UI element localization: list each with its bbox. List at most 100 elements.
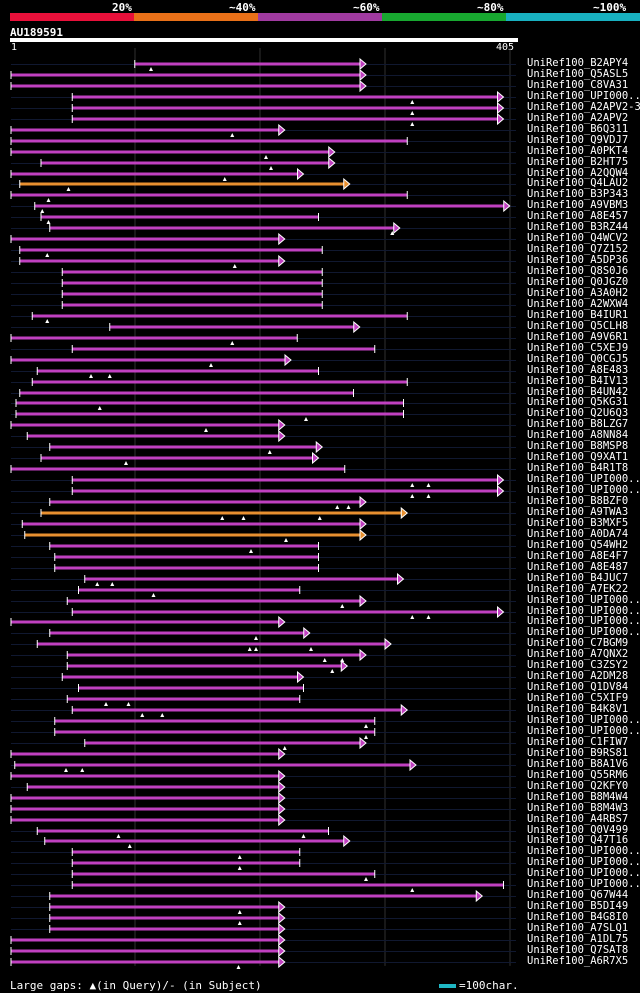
hit-label-link[interactable]: UniRef100_Q2KFY0 bbox=[527, 780, 629, 792]
hit-bar bbox=[49, 916, 280, 920]
hit-label-link[interactable]: UniRef100_B5DI49 bbox=[527, 900, 629, 912]
hit-label-link[interactable]: UniRef100_Q67W44 bbox=[527, 889, 629, 901]
hit-label-link[interactable]: UniRef100_B3RZ44 bbox=[527, 221, 629, 233]
hit-label-link[interactable]: UniRef100_B8LZG7 bbox=[527, 418, 629, 430]
hit-end-arrow bbox=[278, 944, 286, 958]
hit-label-link[interactable]: UniRef100_C5XEJ9 bbox=[527, 342, 629, 354]
hit-label-link[interactable]: UniRef100_UPI000.. bbox=[527, 856, 640, 868]
hit-label-link[interactable]: UniRef100_A2APV2-3 bbox=[527, 101, 640, 113]
hit-end-arrow bbox=[278, 955, 286, 969]
hit-label-link[interactable]: UniRef100_Q55RM6 bbox=[527, 769, 629, 781]
hit-label-link[interactable]: UniRef100_UPI000.. bbox=[527, 594, 640, 606]
hit-label-link[interactable]: UniRef100_B3MXF5 bbox=[527, 517, 629, 529]
gap-marker bbox=[322, 658, 327, 662]
hit-label-link[interactable]: UniRef100_A4RBS7 bbox=[527, 813, 629, 825]
hit-label-link[interactable]: UniRef100_UPI000.. bbox=[527, 878, 640, 890]
hit-label-link[interactable]: UniRef100_B8MSP8 bbox=[527, 440, 629, 452]
hit-end-arrow bbox=[343, 177, 351, 191]
hit-bar bbox=[32, 380, 408, 384]
hit-label-link[interactable]: UniRef100_UPI000.. bbox=[527, 725, 640, 737]
hit-label-link[interactable]: UniRef100_B4K8V1 bbox=[527, 703, 629, 715]
hit-label-link[interactable]: UniRef100_A7EK22 bbox=[527, 583, 629, 595]
hit-label-link[interactable]: UniRef100_A8E487 bbox=[527, 561, 629, 573]
hit-label-link[interactable]: UniRef100_Q4WCV2 bbox=[527, 232, 629, 244]
hit-label-link[interactable]: UniRef100_C1FIW7 bbox=[527, 736, 629, 748]
hit-label-link[interactable]: UniRef100_A2DM28 bbox=[527, 670, 629, 682]
hit-label-link[interactable]: UniRef100_C7BGM9 bbox=[527, 637, 629, 649]
hit-bar bbox=[72, 883, 504, 887]
hit-label-link[interactable]: UniRef100_B4G8I0 bbox=[527, 911, 629, 923]
hit-label-link[interactable]: UniRef100_A9V6R1 bbox=[527, 331, 629, 343]
hit-label-link[interactable]: UniRef100_B4JUC7 bbox=[527, 572, 629, 584]
hit-label-link[interactable]: UniRef100_Q2U6Q3 bbox=[527, 407, 629, 419]
hit-label-link[interactable]: UniRef100_B8M4W3 bbox=[527, 802, 629, 814]
hit-label-link[interactable]: UniRef100_A3A0H2 bbox=[527, 287, 629, 299]
hit-bar bbox=[109, 325, 355, 329]
hit-bar bbox=[49, 927, 280, 931]
hit-label-link[interactable]: UniRef100_B6Q311 bbox=[527, 123, 629, 135]
hit-label-link[interactable]: UniRef100_A0DA74 bbox=[527, 528, 629, 540]
hit-label-link[interactable]: UniRef100_Q0JGZ0 bbox=[527, 276, 629, 288]
hit-label-link[interactable]: UniRef100_Q5KG31 bbox=[527, 396, 629, 408]
hit-label-link[interactable]: UniRef100_Q9VDJ7 bbox=[527, 134, 629, 146]
hit-label-link[interactable]: UniRef100_C3ZSY2 bbox=[527, 659, 629, 671]
hit-label-link[interactable]: UniRef100_UPI000.. bbox=[527, 484, 640, 496]
hit-label-link[interactable]: UniRef100_B2HT75 bbox=[527, 156, 629, 168]
hit-bar bbox=[11, 150, 330, 154]
hit-label-link[interactable]: UniRef100_UPI000.. bbox=[527, 714, 640, 726]
hit-label-link[interactable]: UniRef100_UPI000.. bbox=[527, 90, 640, 102]
gap-marker bbox=[66, 187, 71, 191]
hit-label-link[interactable]: UniRef100_A2WXW4 bbox=[527, 298, 629, 310]
hit-end-arrow bbox=[315, 440, 324, 454]
hit-label-link[interactable]: UniRef100_Q5ASL5 bbox=[527, 68, 629, 80]
hit-label-link[interactable]: UniRef100_Q0V499 bbox=[527, 824, 629, 836]
hit-bar bbox=[11, 774, 280, 778]
hit-label-link[interactable]: UniRef100_B4IV13 bbox=[527, 375, 629, 387]
hit-label-link[interactable]: UniRef100_UPI000.. bbox=[527, 473, 640, 485]
hit-label-link[interactable]: UniRef100_Q0CGJ5 bbox=[527, 353, 629, 365]
hit-label-link[interactable]: UniRef100_UPI000.. bbox=[527, 615, 640, 627]
hit-label-link[interactable]: UniRef100_B4IUR1 bbox=[527, 309, 629, 321]
hit-label-link[interactable]: UniRef100_B8BZF0 bbox=[527, 495, 629, 507]
hit-label-link[interactable]: UniRef100_Q54WH2 bbox=[527, 539, 629, 551]
hit-label-link[interactable]: UniRef100_A8E4F7 bbox=[527, 550, 629, 562]
hit-label-link[interactable]: UniRef100_B2APY4 bbox=[527, 57, 629, 69]
hit-label-link[interactable]: UniRef100_C8VA31 bbox=[527, 79, 629, 91]
hit-label-link[interactable]: UniRef100_Q1DV84 bbox=[527, 681, 629, 693]
hit-bar bbox=[72, 872, 375, 876]
hit-label-link[interactable]: UniRef100_B4UN42 bbox=[527, 386, 629, 398]
hit-label-link[interactable]: UniRef100_UPI000.. bbox=[527, 845, 640, 857]
hit-label-link[interactable]: UniRef100_A7QNX2 bbox=[527, 648, 629, 660]
hit-label-link[interactable]: UniRef100_B8M4W4 bbox=[527, 791, 629, 803]
hit-label-link[interactable]: UniRef100_A8NN84 bbox=[527, 429, 629, 441]
hit-label-link[interactable]: UniRef100_A2APV2 bbox=[527, 112, 629, 124]
hit-label-link[interactable]: UniRef100_B3P343 bbox=[527, 188, 629, 200]
hit-label-link[interactable]: UniRef100_A8E483 bbox=[527, 364, 629, 376]
hit-label-link[interactable]: UniRef100_Q7Z152 bbox=[527, 243, 629, 255]
hit-label-link[interactable]: UniRef100_Q47T16 bbox=[527, 834, 629, 846]
hit-label-link[interactable]: UniRef100_UPI000.. bbox=[527, 626, 640, 638]
hit-label-link[interactable]: UniRef100_UPI000.. bbox=[527, 867, 640, 879]
hit-label-link[interactable]: UniRef100_A5DP36 bbox=[527, 254, 629, 266]
hit-label-link[interactable]: UniRef100_A1DL75 bbox=[527, 933, 629, 945]
gap-marker bbox=[45, 319, 50, 323]
hit-label-link[interactable]: UniRef100_Q8S0J6 bbox=[527, 265, 629, 277]
hit-label-link[interactable]: UniRef100_A8E457 bbox=[527, 210, 629, 222]
hit-label-link[interactable]: UniRef100_A0PKT4 bbox=[527, 145, 629, 157]
hit-label-link[interactable]: UniRef100_UPI000.. bbox=[527, 605, 640, 617]
hit-label-link[interactable]: UniRef100_C5XIF9 bbox=[527, 692, 629, 704]
hit-label-link[interactable]: UniRef100_B8A1V6 bbox=[527, 758, 629, 770]
hit-label-link[interactable]: UniRef100_Q7SAT8 bbox=[527, 944, 629, 956]
hit-label-link[interactable]: UniRef100_B9RS81 bbox=[527, 747, 629, 759]
gap-marker bbox=[364, 877, 368, 881]
hit-label-link[interactable]: UniRef100_A7SLQ1 bbox=[527, 922, 629, 934]
hit-label-link[interactable]: UniRef100_B4R1T8 bbox=[527, 462, 629, 474]
hit-bar bbox=[11, 84, 361, 88]
hit-label-link[interactable]: UniRef100_Q9XAT1 bbox=[527, 451, 629, 463]
hit-label-link[interactable]: UniRef100_A2QQW4 bbox=[527, 167, 629, 179]
hit-label-link[interactable]: UniRef100_Q4LAU2 bbox=[527, 177, 629, 189]
hit-label-link[interactable]: UniRef100_A9TWA3 bbox=[527, 506, 629, 518]
hit-label-link[interactable]: UniRef100_Q5CLH8 bbox=[527, 320, 629, 332]
hit-label-link[interactable]: UniRef100_A6R7X5 bbox=[527, 955, 629, 967]
hit-label-link[interactable]: UniRef100_A9VBM3 bbox=[527, 199, 629, 211]
